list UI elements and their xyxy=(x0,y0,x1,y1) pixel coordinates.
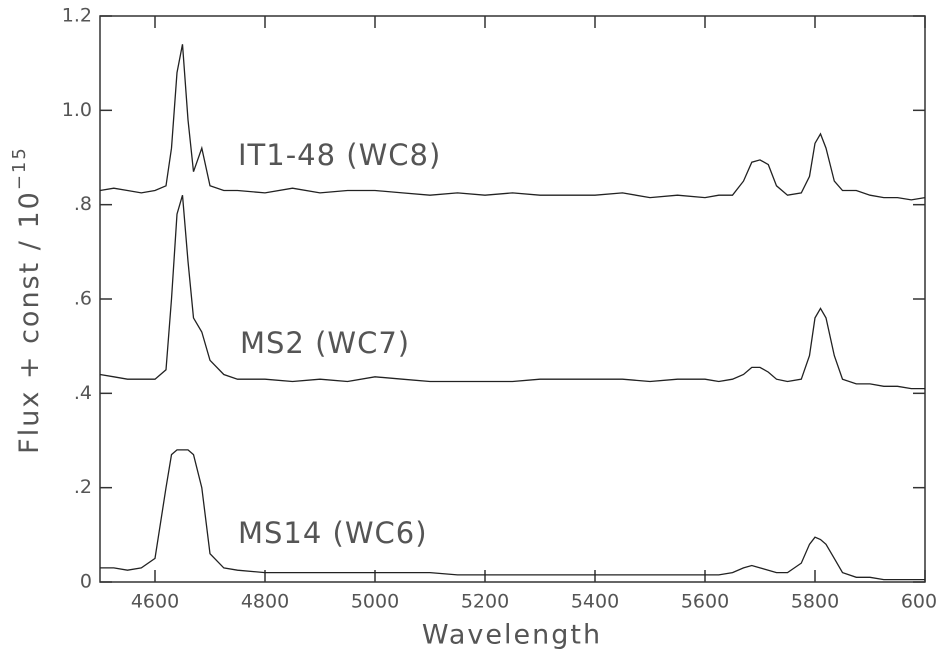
x-tick-label: 4800 xyxy=(241,591,289,613)
x-tick-label: 5800 xyxy=(791,591,839,613)
y-tick-label: .8 xyxy=(74,193,92,215)
y-tick-label: 1.0 xyxy=(62,99,92,121)
y-axis-label-text: Flux + const / 10 xyxy=(14,190,45,454)
x-tick-label: 5200 xyxy=(461,591,509,613)
spectrum-line xyxy=(99,44,926,201)
y-axis-label: Flux + const / 10−15 xyxy=(9,146,45,454)
x-tick-label: 5000 xyxy=(351,591,399,613)
series-label: MS2 (WC7) xyxy=(240,326,410,360)
spectrum-line xyxy=(99,195,925,390)
y-tick-label: 1.2 xyxy=(62,5,92,27)
series-label: IT1-48 (WC8) xyxy=(238,138,441,172)
x-tick-label: 4600 xyxy=(131,591,179,613)
y-tick-label: .6 xyxy=(74,288,92,310)
y-tick-label: .2 xyxy=(74,476,92,498)
spectrum-line xyxy=(100,449,925,581)
y-axis-label-exponent: −15 xyxy=(9,146,30,190)
x-axis-label: Wavelength xyxy=(422,620,602,651)
plot-frame xyxy=(99,15,926,583)
x-tick-label: 6000 xyxy=(901,591,937,613)
series-label: MS14 (WC6) xyxy=(238,516,428,550)
x-tick-label: 5600 xyxy=(681,591,729,613)
x-tick-label: 5400 xyxy=(571,591,619,613)
y-tick-label: 0 xyxy=(80,571,92,593)
y-tick-label: .4 xyxy=(74,382,92,404)
